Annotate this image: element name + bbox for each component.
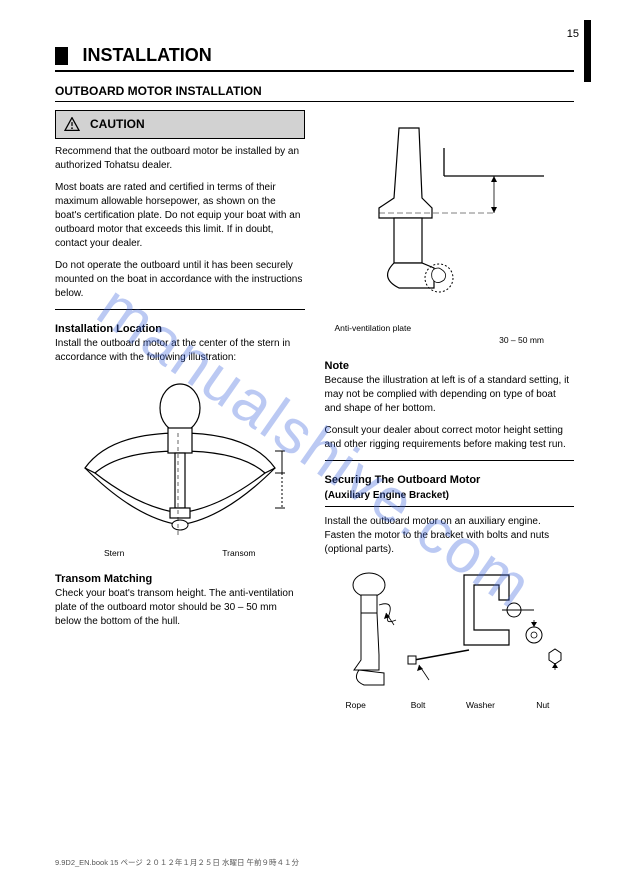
paragraph: Do not operate the outboard until it has… [55,259,305,301]
fig-label-nut: Nut [512,700,574,712]
paragraph: Install the outboard motor on an auxilia… [325,515,575,557]
note-heading: Note [325,359,575,374]
fig-label-bolt: Bolt [387,700,449,712]
left-column: CAUTION Recommend that the outboard moto… [55,110,305,719]
location-heading: Installation Location [55,322,305,337]
figure-clamp-mount: Rope Bolt Washer Nut [325,565,575,712]
fig-label-dimension: 30 – 50 mm [335,335,575,347]
caution-box: CAUTION [55,110,305,139]
clamp-bracket-illustration-icon [334,565,564,695]
divider [325,460,575,461]
paragraph: Install the outboard motor at the center… [55,337,305,365]
divider [55,70,574,72]
divider [55,101,574,102]
paragraph: Most boats are rated and certified in te… [55,181,305,251]
side-bar [584,20,591,82]
paragraph: Check your boat's transom height. The an… [55,587,305,629]
transom-heading: Transom Matching [55,572,305,587]
section-marker-icon [55,47,68,65]
footer-left: 9.9D2_EN.book 15 ページ ２０１２年１月２５日 水曜日 午前９時… [55,857,299,868]
paragraph: Consult your dealer about correct motor … [325,424,575,452]
fig-label-rope: Rope [325,700,387,712]
secure-aux: (Auxiliary Engine Bracket) [325,489,575,503]
fig-label-stern: Stern [104,548,124,560]
caution-text: Recommend that the outboard motor be ins… [55,145,305,173]
divider [55,309,305,310]
figure-anti-ventilation: Anti-ventilation plate 30 – 50 mm [325,118,575,347]
boat-stern-illustration-icon [70,373,290,543]
subsection-title: OUTBOARD MOTOR INSTALLATION [55,84,574,98]
fig-label-plate: Anti-ventilation plate [335,323,575,335]
note-text: Because the illustration at left is of a… [325,374,575,416]
figure-boat-stern: Stern Transom [55,373,305,560]
section-title: INSTALLATION [82,45,211,66]
fig-label-washer: Washer [449,700,511,712]
fig-label-transom: Transom [222,548,255,560]
lower-unit-illustration-icon [344,118,554,318]
warning-triangle-icon [64,117,80,131]
right-column: Anti-ventilation plate 30 – 50 mm Note B… [325,110,575,719]
page-number: 15 [567,28,579,40]
section-header: INSTALLATION [55,45,574,66]
divider [325,506,575,507]
caution-label: CAUTION [90,116,145,133]
secure-heading: Securing The Outboard Motor [325,473,575,488]
